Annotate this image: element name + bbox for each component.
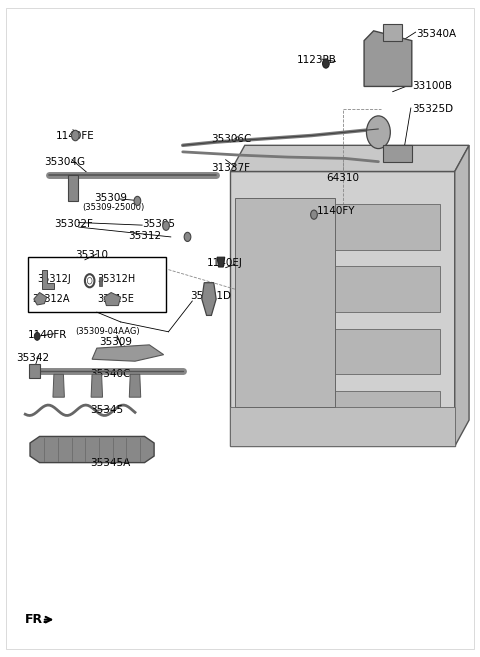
Text: 35310: 35310: [75, 250, 108, 260]
Text: 1140FE: 1140FE: [56, 131, 95, 141]
Polygon shape: [455, 145, 469, 446]
Circle shape: [163, 221, 169, 231]
Circle shape: [184, 233, 191, 242]
Polygon shape: [104, 292, 120, 306]
Circle shape: [323, 59, 329, 68]
Polygon shape: [202, 283, 216, 315]
Polygon shape: [245, 266, 441, 312]
Polygon shape: [30, 436, 154, 463]
Polygon shape: [230, 171, 455, 446]
Text: (35309-25000): (35309-25000): [83, 203, 145, 212]
Circle shape: [34, 332, 40, 340]
Text: 35312J: 35312J: [37, 275, 71, 284]
Circle shape: [311, 210, 317, 219]
Polygon shape: [99, 277, 102, 286]
Polygon shape: [91, 374, 103, 397]
Polygon shape: [383, 145, 412, 162]
Text: 35345: 35345: [90, 405, 123, 415]
Polygon shape: [230, 145, 469, 171]
Polygon shape: [217, 257, 225, 267]
Polygon shape: [230, 407, 455, 446]
Text: 1140FR: 1140FR: [28, 330, 67, 340]
Text: 33100B: 33100B: [412, 81, 452, 91]
Text: 35301D: 35301D: [190, 291, 231, 301]
Text: 35309: 35309: [99, 336, 132, 347]
Text: 31337F: 31337F: [211, 163, 251, 173]
Text: 35340A: 35340A: [417, 29, 456, 39]
Polygon shape: [245, 204, 441, 250]
Text: 35325D: 35325D: [412, 104, 453, 114]
Circle shape: [134, 196, 141, 206]
Polygon shape: [245, 391, 441, 436]
Polygon shape: [68, 175, 78, 201]
Text: 64310: 64310: [326, 173, 359, 183]
Text: FR.: FR.: [25, 613, 48, 626]
Text: 1140EJ: 1140EJ: [206, 258, 242, 268]
Text: 35342: 35342: [16, 353, 49, 363]
Text: 35302F: 35302F: [54, 219, 93, 229]
Polygon shape: [29, 365, 39, 378]
Polygon shape: [364, 31, 412, 87]
Text: 35312H: 35312H: [97, 275, 135, 284]
Text: 35312A: 35312A: [33, 294, 70, 304]
Polygon shape: [42, 269, 54, 289]
Text: 35345A: 35345A: [90, 458, 130, 468]
Text: 35309: 35309: [95, 193, 128, 202]
Polygon shape: [53, 374, 64, 397]
Polygon shape: [235, 198, 336, 407]
Text: 35304G: 35304G: [44, 156, 85, 167]
Text: 33815E: 33815E: [97, 294, 134, 304]
Polygon shape: [383, 24, 402, 41]
Polygon shape: [34, 292, 47, 305]
Text: 35340C: 35340C: [90, 369, 130, 379]
Text: (35309-04AAG): (35309-04AAG): [75, 327, 140, 336]
Polygon shape: [245, 328, 441, 374]
Text: 35306C: 35306C: [211, 134, 252, 144]
Polygon shape: [129, 374, 141, 397]
Circle shape: [87, 277, 92, 284]
Text: 1123PB: 1123PB: [297, 55, 337, 65]
Text: 35312: 35312: [128, 231, 161, 240]
Text: 35305: 35305: [142, 219, 175, 229]
Text: 1140FY: 1140FY: [316, 206, 355, 215]
Circle shape: [366, 116, 390, 148]
Polygon shape: [92, 345, 164, 361]
Circle shape: [72, 130, 79, 141]
